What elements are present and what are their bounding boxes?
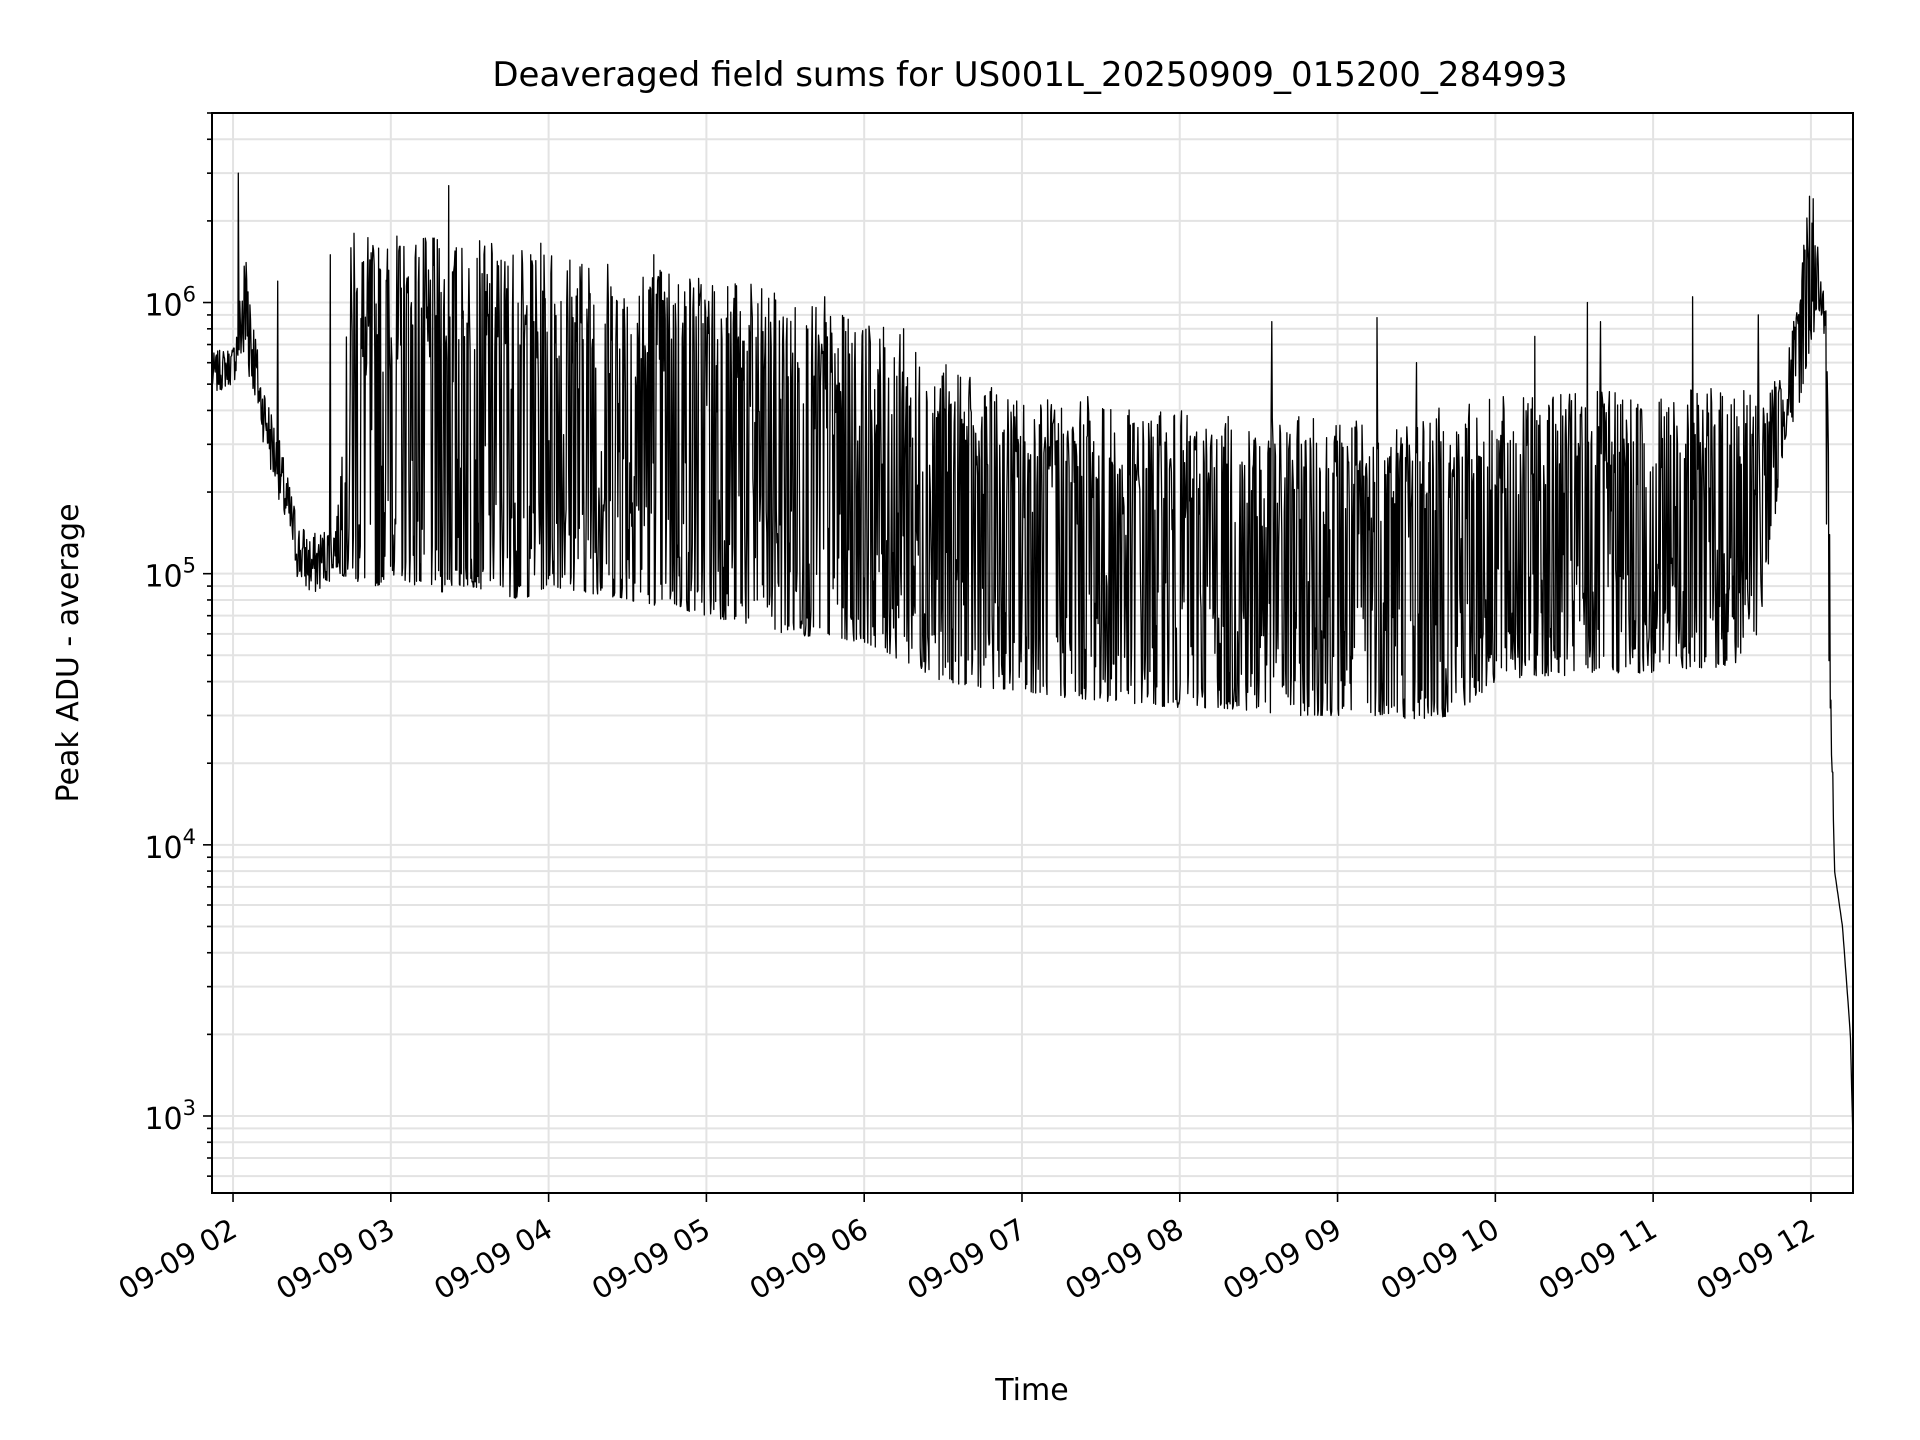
y-tick-label: 105: [144, 554, 196, 595]
y-tick-label: 106: [144, 283, 196, 324]
series-layer: [212, 172, 1853, 1143]
chart-title: Deaveraged field sums for US001L_2025090…: [492, 55, 1567, 95]
plot-area-frame: [211, 112, 1854, 1194]
x-axis-label: Time: [994, 1373, 1068, 1408]
y-axis-label: Peak ADU - average: [51, 503, 86, 802]
y-tick-label: 104: [144, 825, 196, 866]
data-series-line: [212, 172, 1853, 1143]
y-tick-label: 103: [144, 1096, 196, 1137]
